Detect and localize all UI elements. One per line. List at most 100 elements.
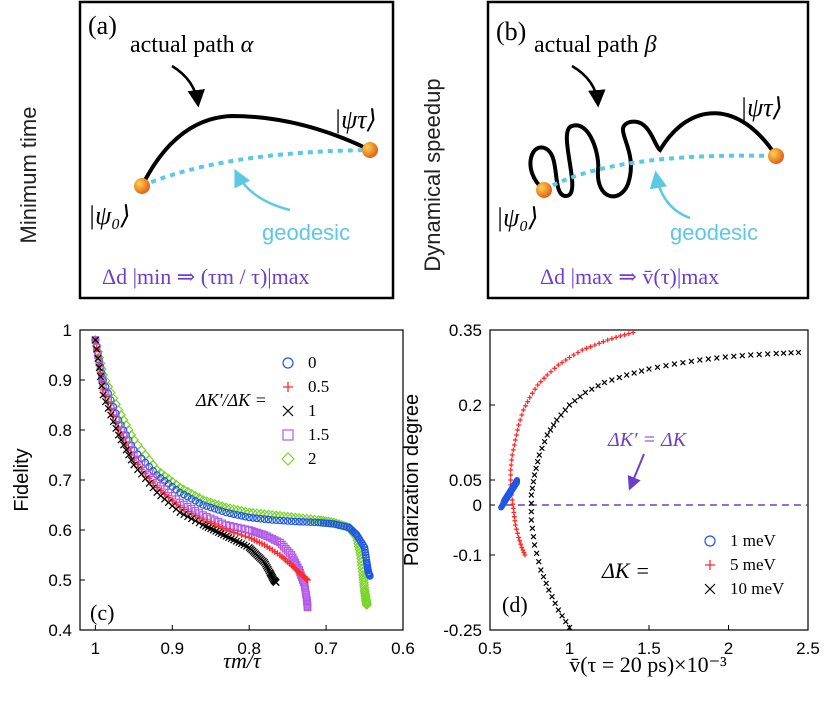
legend-item: 10 meV: [704, 579, 785, 598]
series-10-meV: [528, 349, 802, 631]
data-point: [317, 518, 325, 527]
data-point: [530, 533, 537, 540]
data-point: [102, 398, 110, 406]
data-point: [294, 512, 305, 523]
data-point: [199, 516, 207, 524]
data-point: [236, 505, 247, 516]
data-point: [508, 462, 514, 468]
data-point: [226, 528, 234, 535]
chart-c-marks: [90, 334, 374, 612]
legend-label: 0: [308, 353, 317, 372]
panel-b: Dynamical speedup (b) actual path β |ψ₀⟩…: [420, 0, 810, 300]
data-point: [203, 518, 211, 525]
legend-marker: [281, 452, 295, 466]
data-point: [192, 512, 199, 520]
data-point: [780, 350, 787, 356]
data-point: [536, 452, 543, 458]
legend-label: 1: [308, 401, 317, 420]
data-point: [522, 552, 528, 558]
data-point: [705, 356, 712, 362]
data-point: [529, 485, 536, 492]
chart-d-annotation: ΔK′ = ΔK: [607, 429, 688, 451]
data-point: [233, 511, 242, 519]
data-point: [245, 526, 253, 534]
data-point: [119, 441, 128, 449]
data-point: [195, 499, 204, 507]
chart-c-xlabel: τm/τ: [223, 648, 262, 673]
data-point: [278, 511, 289, 522]
data-point: [519, 545, 525, 550]
series-1_5: [91, 336, 312, 612]
data-point: [516, 535, 522, 540]
data-point: [122, 446, 130, 454]
legend-label: 0.5: [308, 377, 329, 396]
data-point: [547, 427, 554, 433]
geodesic-label-b: geodesic: [670, 220, 758, 245]
data-point: [104, 400, 112, 407]
data-point: [646, 366, 652, 372]
data-point: [196, 514, 203, 522]
data-point: [549, 593, 555, 600]
data-point: [601, 379, 608, 386]
data-point: [530, 390, 535, 396]
data-point: [601, 339, 606, 345]
data-point: [764, 351, 771, 357]
data-point: [559, 613, 565, 619]
data-point: [509, 497, 515, 503]
data-point: [98, 382, 106, 390]
data-point: [680, 359, 686, 366]
data-point: [117, 436, 125, 444]
data-point: [714, 355, 720, 361]
data-point: [546, 587, 552, 593]
end-state-ball-a: [362, 142, 378, 158]
data-point: [533, 550, 540, 557]
data-point: [616, 374, 623, 381]
data-point: [255, 529, 264, 538]
chart-d-ticks: 0.5 1 1.5 2 2.5 -0.25 -0.1 0 0.05 0.2 0.35: [443, 321, 820, 658]
panel-a-path-label: actual path α: [130, 32, 254, 58]
data-point: [241, 512, 250, 521]
data-point: [510, 447, 516, 453]
geodesic-arrow-b: [649, 170, 691, 220]
data-point: [180, 510, 188, 519]
path-alpha-arrow: [171, 64, 205, 108]
data-point: [510, 501, 516, 507]
data-point: [306, 518, 315, 526]
data-point: [515, 530, 520, 536]
data-point: [253, 528, 261, 537]
y-tick-label: 0.6: [48, 521, 72, 540]
data-point: [730, 353, 737, 360]
data-point: [499, 502, 506, 509]
geodesic-b: [543, 153, 777, 192]
data-point: [286, 512, 297, 523]
y-tick-label: -0.25: [443, 621, 482, 640]
data-point: [795, 349, 802, 356]
data-point: [260, 515, 269, 523]
data-point: [138, 465, 145, 473]
data-point: [356, 553, 367, 564]
data-point: [112, 420, 120, 427]
data-point: [747, 352, 754, 358]
data-point: [528, 500, 535, 507]
data-point: [133, 450, 142, 458]
data-point: [230, 529, 238, 536]
panel-b-path-label: actual path β: [534, 32, 657, 58]
data-point: [531, 472, 538, 478]
data-point: [149, 479, 157, 487]
data-point: [255, 508, 266, 519]
legend-item: 2: [281, 449, 317, 468]
data-point: [527, 395, 533, 400]
data-point: [534, 458, 541, 465]
data-point: [297, 513, 309, 524]
data-point: [219, 525, 226, 532]
y-tick-label: 0.9: [48, 371, 72, 390]
chart-d-legend: 1 meV 5 meV 10 meV: [704, 531, 785, 598]
data-point: [187, 494, 196, 503]
geodesic-a: [141, 148, 371, 188]
data-point: [544, 432, 551, 438]
x-tick-label: 2: [724, 639, 733, 658]
path-beta-arrow: [571, 64, 606, 108]
data-point: [521, 550, 527, 555]
data-point: [96, 373, 105, 381]
data-point: [613, 334, 619, 340]
